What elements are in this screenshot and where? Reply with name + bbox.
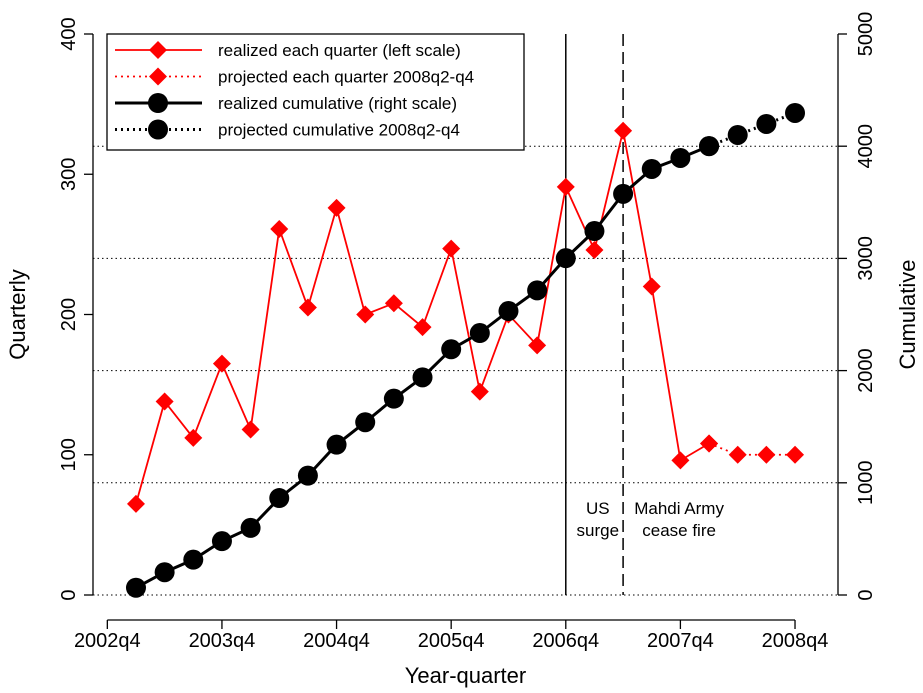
x-tick-label: 2006q4 bbox=[532, 630, 599, 652]
point bbox=[412, 367, 433, 388]
point bbox=[270, 219, 289, 238]
point bbox=[297, 465, 318, 486]
legend-label: realized each quarter (left scale) bbox=[218, 41, 461, 60]
point bbox=[211, 531, 232, 552]
y2-tick-label: 1000 bbox=[855, 461, 877, 506]
legend-marker bbox=[149, 41, 167, 59]
point bbox=[614, 121, 633, 140]
point bbox=[786, 445, 805, 464]
y2-tick-label: 5000 bbox=[855, 12, 877, 57]
y2-tick-label: 2000 bbox=[855, 348, 877, 393]
point bbox=[757, 445, 776, 464]
point bbox=[613, 183, 634, 204]
point bbox=[327, 198, 346, 217]
point bbox=[125, 577, 146, 598]
point bbox=[240, 517, 261, 538]
point bbox=[441, 339, 462, 360]
event-label: US bbox=[586, 499, 610, 518]
point bbox=[469, 323, 490, 344]
y-tick-label: 0 bbox=[58, 589, 80, 600]
point bbox=[355, 412, 376, 433]
y-tick-label: 100 bbox=[58, 438, 80, 471]
point bbox=[584, 221, 605, 242]
point bbox=[326, 434, 347, 455]
series-line bbox=[708, 442, 796, 456]
x-axis-title: Year-quarter bbox=[405, 663, 526, 688]
point bbox=[269, 488, 290, 509]
y2-tick-label: 0 bbox=[855, 589, 877, 600]
point bbox=[184, 428, 203, 447]
point bbox=[528, 336, 547, 355]
point bbox=[555, 248, 576, 269]
legend-marker bbox=[148, 119, 168, 140]
point bbox=[384, 294, 403, 313]
x-tick-label: 2007q4 bbox=[647, 630, 714, 652]
event-label: surge bbox=[577, 521, 620, 540]
y-axis-title: Quarterly bbox=[5, 269, 30, 359]
event-label: cease fire bbox=[642, 521, 716, 540]
y2-tick-label: 3000 bbox=[855, 236, 877, 281]
event-label: Mahdi Army bbox=[634, 499, 724, 518]
point bbox=[727, 124, 748, 145]
x-tick-label: 2002q4 bbox=[74, 630, 141, 652]
point bbox=[527, 280, 548, 301]
point bbox=[641, 158, 662, 179]
point bbox=[154, 562, 175, 583]
legend-marker bbox=[148, 93, 168, 113]
point bbox=[642, 277, 661, 296]
legend-label: realized cumulative (right scale) bbox=[218, 94, 457, 113]
point bbox=[298, 298, 317, 317]
y-tick-label: 300 bbox=[58, 158, 80, 191]
legend-marker bbox=[149, 67, 167, 86]
point bbox=[670, 147, 691, 168]
point bbox=[241, 420, 260, 439]
point bbox=[498, 301, 519, 322]
point bbox=[556, 177, 575, 196]
point bbox=[785, 102, 806, 123]
series-line bbox=[708, 111, 796, 148]
point bbox=[212, 354, 231, 373]
point bbox=[155, 392, 174, 411]
point bbox=[383, 388, 404, 409]
point bbox=[585, 240, 604, 259]
point bbox=[699, 136, 720, 157]
point bbox=[700, 434, 719, 453]
point bbox=[126, 494, 145, 513]
y2-tick-label: 4000 bbox=[855, 124, 877, 169]
legend-label: projected cumulative 2008q2-q4 bbox=[218, 121, 460, 140]
x-tick-label: 2004q4 bbox=[303, 630, 370, 652]
x-tick-label: 2005q4 bbox=[418, 630, 485, 652]
point bbox=[756, 113, 777, 134]
x-tick-label: 2008q4 bbox=[762, 630, 829, 652]
point bbox=[728, 445, 747, 464]
point bbox=[442, 239, 461, 258]
point bbox=[356, 305, 375, 324]
y2-axis-title: Cumulative bbox=[895, 259, 920, 369]
y-tick-label: 200 bbox=[58, 298, 80, 331]
x-tick-label: 2003q4 bbox=[189, 630, 256, 652]
point bbox=[671, 451, 690, 470]
point bbox=[413, 318, 432, 337]
legend-label: projected each quarter 2008q2-q4 bbox=[218, 68, 474, 87]
y-tick-label: 400 bbox=[58, 17, 80, 50]
point bbox=[470, 382, 489, 401]
point bbox=[183, 549, 204, 570]
